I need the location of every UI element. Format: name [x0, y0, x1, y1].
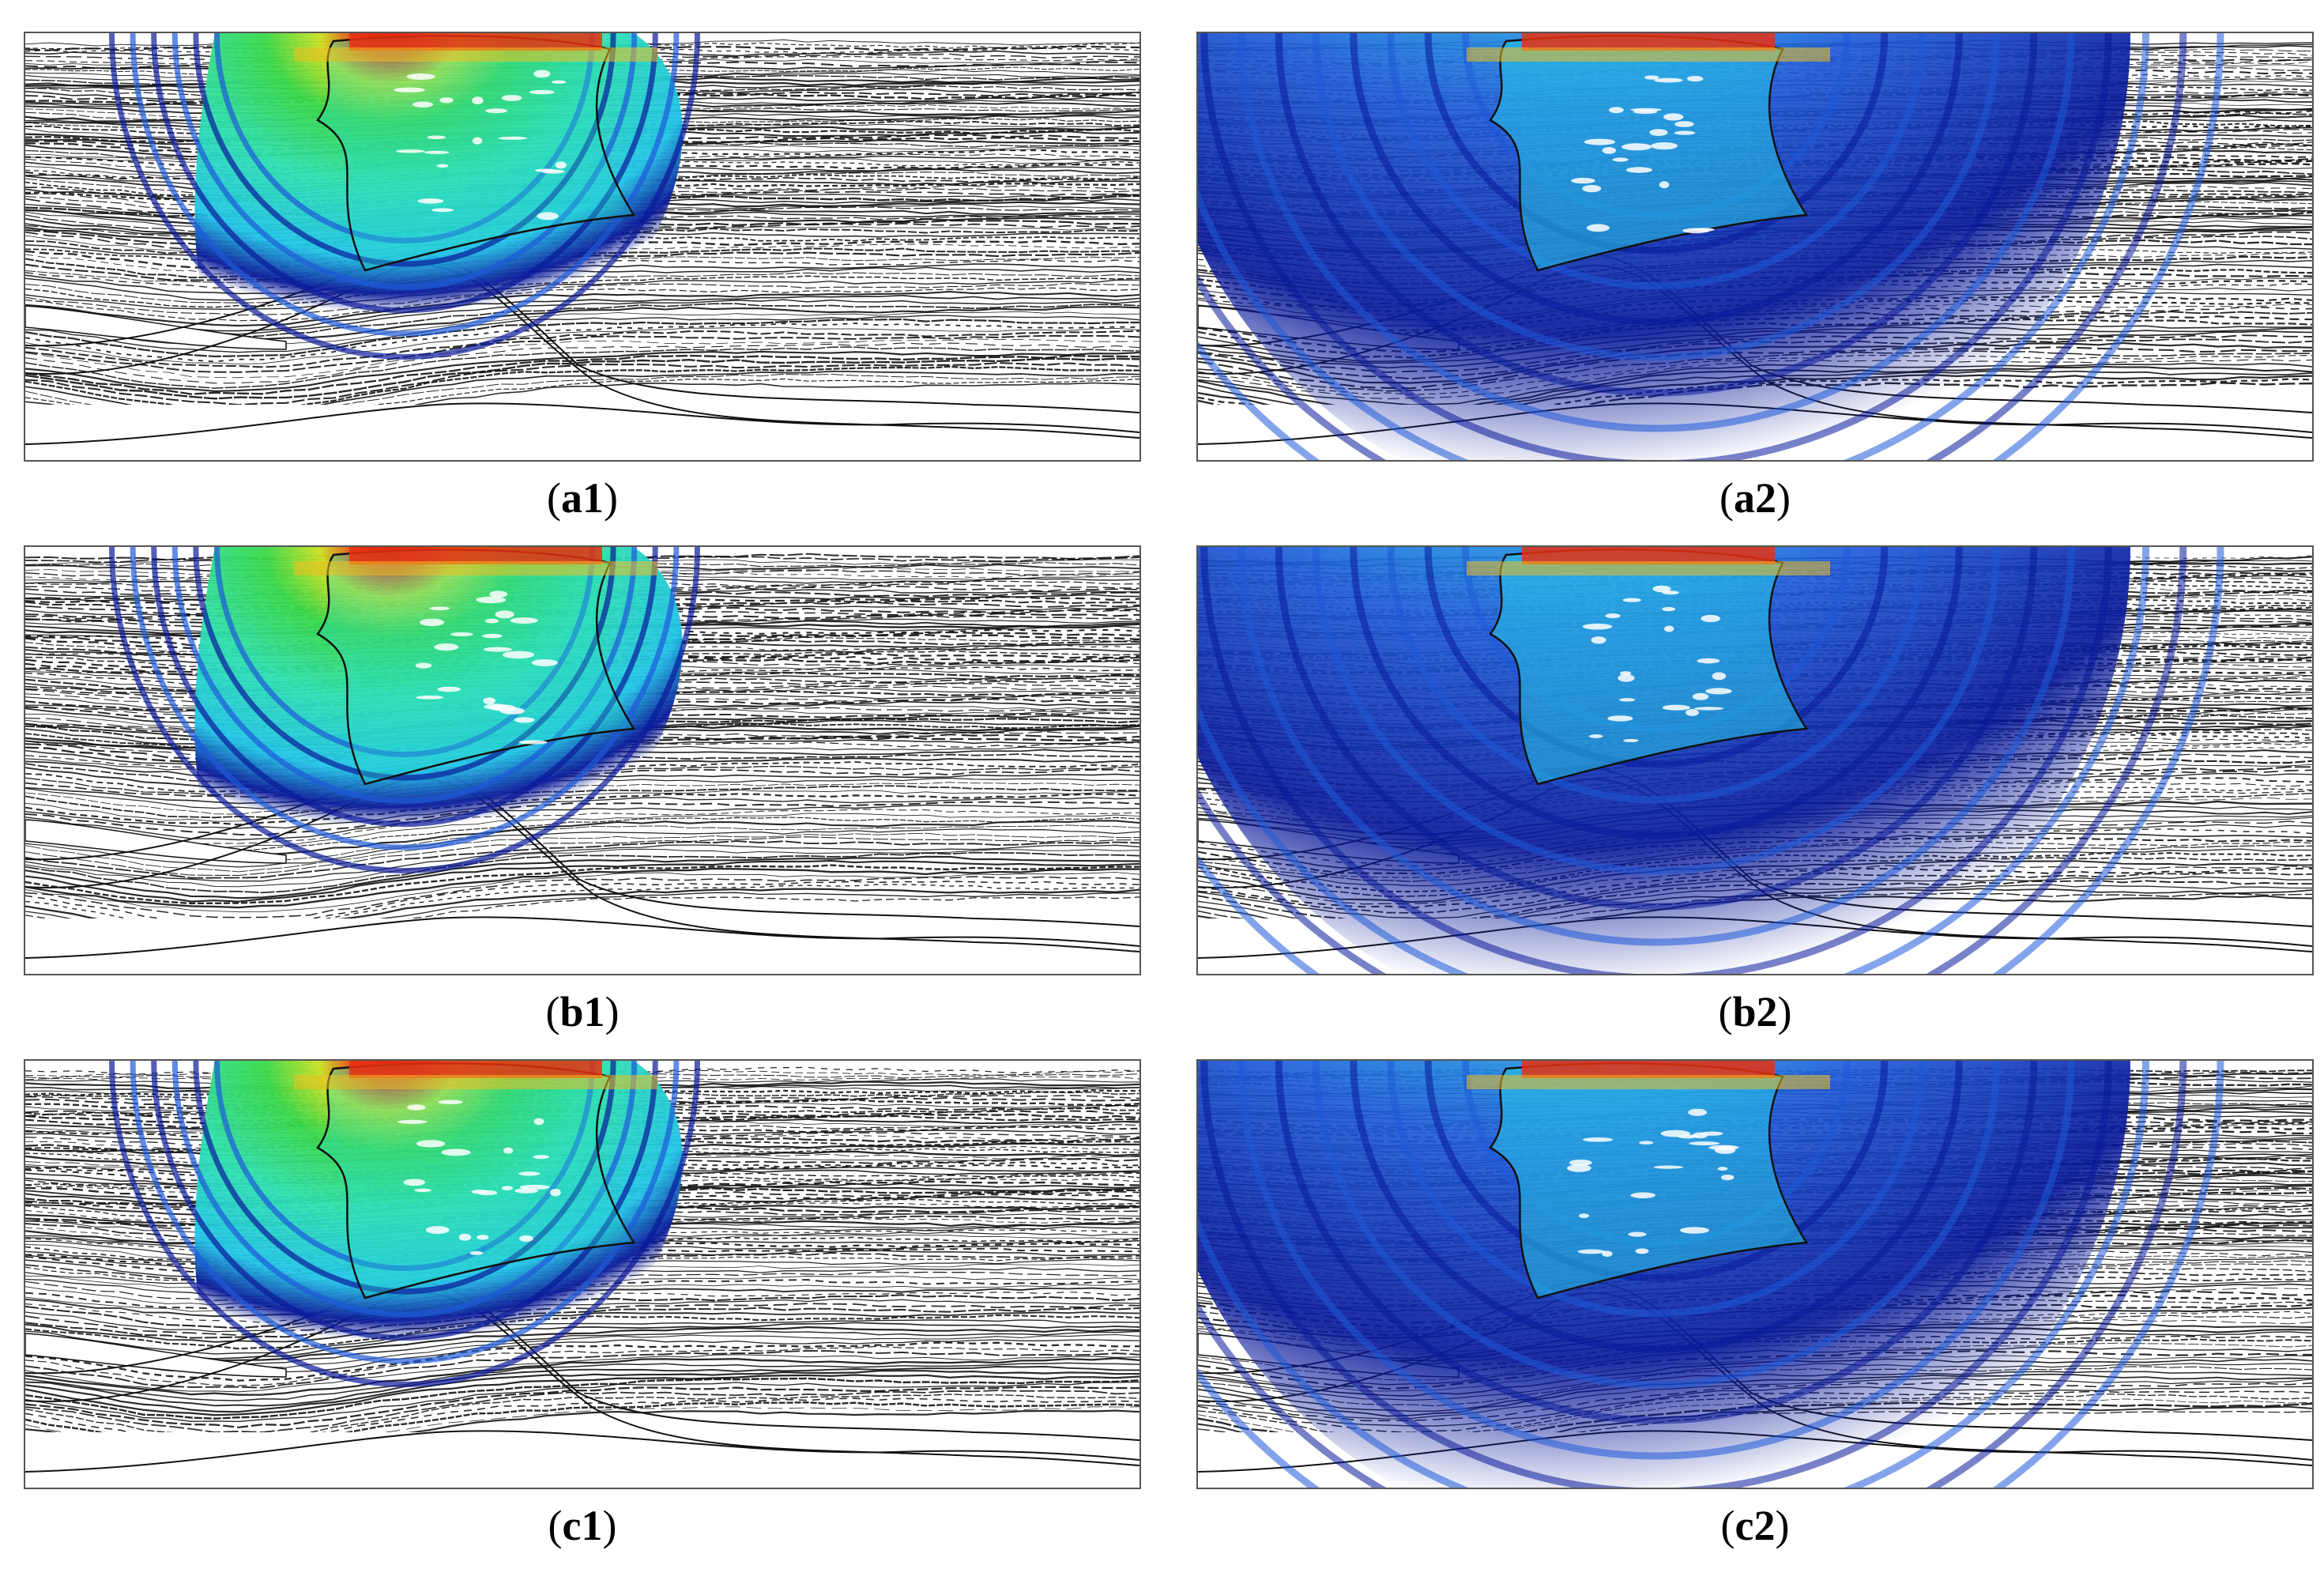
wavefront-rings [109, 33, 700, 360]
surface-high-energy [294, 1061, 657, 1089]
surface-high-energy [1467, 33, 1830, 62]
wavefield-snapshot-a2 [1198, 33, 2312, 460]
panel-c1 [24, 1059, 1141, 1489]
wavefield-snapshot-c2 [1198, 1061, 2312, 1488]
panel-a1 [24, 32, 1141, 462]
lower-zone [25, 1432, 1139, 1488]
panel-b1 [24, 545, 1141, 975]
caption-b2: (b2) [1718, 988, 1792, 1035]
wavefront-rings [109, 1061, 700, 1387]
lower-zone [25, 918, 1139, 974]
caption-a1: (a1) [547, 474, 618, 522]
surface-high-energy [1467, 1061, 1830, 1089]
reflection-speckles [397, 1099, 561, 1255]
wavefield-snapshot-c1 [25, 1061, 1139, 1488]
wavefield-snapshot-b2 [1198, 547, 2312, 974]
reflection-speckles [1571, 75, 1715, 234]
surface-high-energy [294, 33, 657, 62]
wavefront-rings [109, 547, 700, 873]
caption-b1: (b1) [545, 988, 620, 1035]
caption-c2: (c2) [1720, 1502, 1790, 1549]
wavefield-snapshot-b1 [25, 547, 1139, 974]
panel-b2 [1196, 545, 2314, 975]
caption-c1: (c1) [548, 1502, 617, 1549]
surface-high-energy [1467, 547, 1830, 575]
wavefield-snapshot-a1 [25, 33, 1139, 460]
surface-high-energy [294, 547, 657, 575]
caption-a2: (a2) [1719, 474, 1791, 522]
panel-c2 [1196, 1059, 2314, 1489]
reflection-speckles [394, 70, 567, 221]
panel-a2 [1196, 32, 2314, 462]
reflection-speckles [1566, 1108, 1739, 1257]
lower-zone [25, 405, 1139, 460]
reflection-speckles [415, 590, 558, 745]
reflection-speckles [1582, 585, 1732, 742]
